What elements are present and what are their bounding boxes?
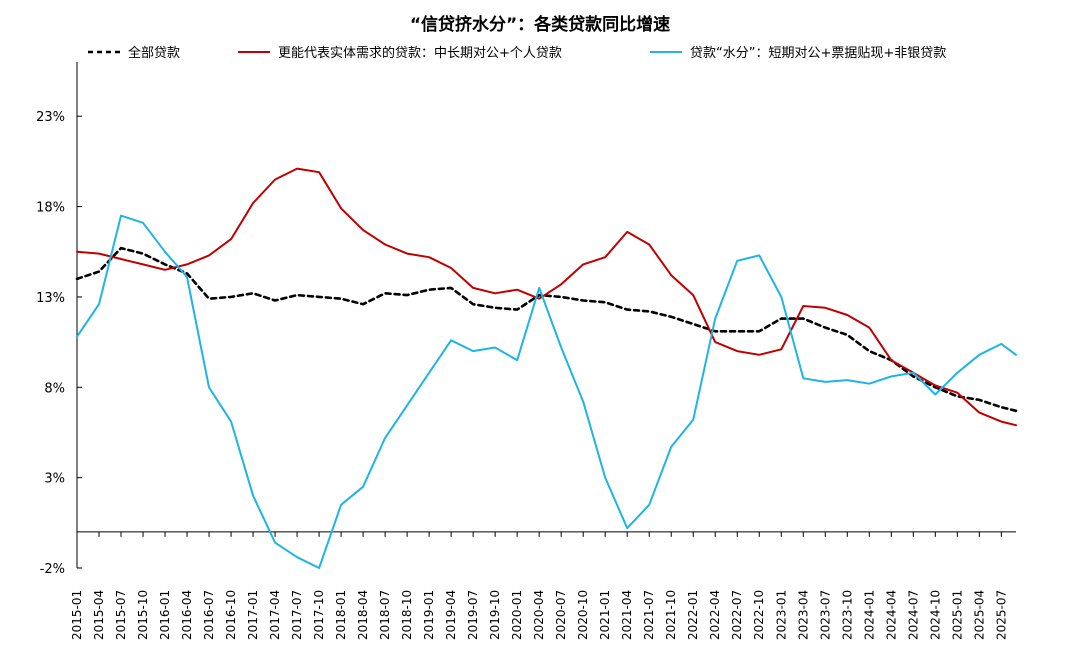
x-tick-label: 2019-01 — [422, 590, 436, 640]
x-tick-label: 2023-01 — [774, 590, 788, 640]
x-tick-label: 2018-10 — [400, 590, 414, 640]
y-tick-label: 13% — [36, 291, 65, 306]
x-tick-label: 2018-04 — [356, 590, 370, 640]
legend: 全部贷款 更能代表实体需求的贷款：中长期对公+个人贷款 贷款“水分”：短期对公+票据… — [88, 45, 946, 61]
x-tick-label: 2015-04 — [92, 590, 106, 640]
y-tick-label: 23% — [36, 110, 65, 125]
series-line-1 — [75, 246, 1018, 413]
x-tick-label: 2017-01 — [246, 590, 260, 640]
plot-lines — [75, 167, 1018, 569]
x-tick-label: 2025-04 — [972, 590, 986, 640]
x-tick-label: 2018-01 — [334, 590, 348, 640]
y-tick-label: 8% — [44, 381, 65, 396]
x-tick-label: 2021-07 — [642, 590, 656, 640]
x-tick-label: 2024-04 — [884, 590, 898, 640]
x-tick-label: 2020-01 — [510, 590, 524, 640]
x-tick-label: 2019-07 — [466, 590, 480, 640]
x-tick-label: 2017-07 — [290, 590, 304, 640]
x-tick-label: 2024-01 — [862, 590, 876, 640]
legend-label-1: 全部贷款 — [128, 45, 180, 61]
x-tick-label: 2021-04 — [620, 590, 634, 640]
x-tick-label: 2025-07 — [994, 590, 1008, 640]
y-tick-label: 18% — [36, 201, 65, 216]
x-tick-label: 2020-10 — [576, 590, 590, 640]
x-tick-label: 2017-10 — [312, 590, 326, 640]
y-tick-label: 3% — [44, 472, 65, 487]
x-tick-label: 2016-04 — [180, 590, 194, 640]
x-tick-label: 2023-04 — [796, 590, 810, 640]
x-tick-label: 2025-01 — [950, 590, 964, 640]
chart-title: “信贷挤水分”：各类贷款同比增速 — [409, 15, 671, 35]
x-tick-label: 2017-04 — [268, 590, 282, 640]
x-tick-label: 2015-07 — [114, 590, 128, 640]
x-tick-label: 2016-01 — [158, 590, 172, 640]
x-tick-label: 2022-04 — [708, 590, 722, 640]
series-line-2 — [76, 167, 1017, 427]
x-tick-label: 2019-04 — [444, 590, 458, 640]
x-tick-label: 2018-07 — [378, 590, 392, 640]
x-tick-label: 2019-10 — [488, 590, 502, 640]
x-tick-label: 2022-10 — [752, 590, 766, 640]
legend-label-3: 贷款“水分”：短期对公+票据贴现+非银贷款 — [690, 46, 946, 61]
x-tick-label: 2021-01 — [598, 590, 612, 640]
x-tick-label: 2020-04 — [532, 590, 546, 640]
y-tick-label: -2% — [40, 562, 65, 577]
x-tick-label: 2022-07 — [730, 590, 744, 640]
x-tick-label: 2024-10 — [928, 590, 942, 640]
y-axis: -2% 3% 8% 13% 18% 23% — [36, 62, 82, 577]
x-tick-label: 2023-10 — [840, 590, 854, 640]
x-tick-label: 2015-01 — [70, 590, 84, 640]
legend-label-2: 更能代表实体需求的贷款：中长期对公+个人贷款 — [278, 45, 562, 61]
x-tick-label: 2016-07 — [202, 590, 216, 640]
x-tick-label: 2022-01 — [686, 590, 700, 640]
x-tick-label: 2021-10 — [664, 590, 678, 640]
x-tick-label: 2015-10 — [136, 590, 150, 640]
x-tick-label: 2024-07 — [906, 590, 920, 640]
x-tick-label: 2016-10 — [224, 590, 238, 640]
series-line-3 — [76, 214, 1017, 569]
x-tick-label: 2020-07 — [554, 590, 568, 640]
x-axis: 2015-01 2015-04 2015-07 2015-10 2016-01 2016-… — [70, 531, 1016, 640]
x-tick-label: 2023-07 — [818, 590, 832, 640]
